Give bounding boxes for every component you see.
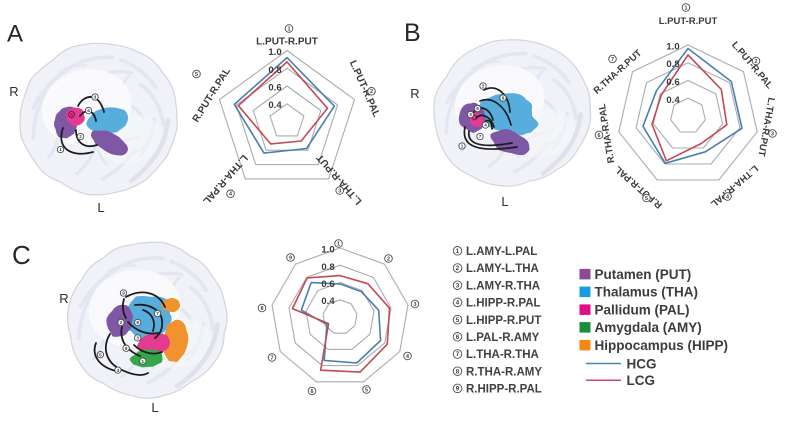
svg-text:R: R <box>59 291 68 306</box>
svg-text:3: 3 <box>771 131 774 137</box>
svg-text:1: 1 <box>685 5 688 11</box>
svg-text:7: 7 <box>271 355 274 361</box>
svg-text:8: 8 <box>261 306 264 312</box>
svg-text:0.8: 0.8 <box>321 262 334 273</box>
svg-text:5: 5 <box>195 72 198 78</box>
svg-text:L.AMY-L.PAL: L.AMY-L.PAL <box>466 246 537 258</box>
svg-text:5: 5 <box>70 112 73 117</box>
svg-text:Hippocampus (HIPP): Hippocampus (HIPP) <box>595 338 729 353</box>
svg-text:1: 1 <box>337 241 340 247</box>
svg-text:L: L <box>97 200 104 215</box>
svg-text:L: L <box>151 400 158 415</box>
svg-text:R.HIPP-R.PAL: R.HIPP-R.PAL <box>466 384 542 396</box>
svg-text:4: 4 <box>87 108 90 113</box>
svg-text:Amygdala (AMY): Amygdala (AMY) <box>595 320 702 335</box>
svg-text:0.4: 0.4 <box>268 100 282 111</box>
svg-text:0.4: 0.4 <box>666 95 680 106</box>
svg-text:3: 3 <box>136 336 139 341</box>
svg-text:4: 4 <box>229 192 232 198</box>
svg-text:3: 3 <box>469 112 472 117</box>
svg-text:2: 2 <box>456 265 460 272</box>
svg-text:5: 5 <box>99 352 102 357</box>
svg-text:R: R <box>9 84 18 99</box>
svg-text:4: 4 <box>117 368 120 373</box>
svg-text:4: 4 <box>406 354 409 360</box>
svg-text:HCG: HCG <box>627 356 657 371</box>
svg-text:5: 5 <box>456 317 460 324</box>
svg-text:L.HIPP-R.PAL: L.HIPP-R.PAL <box>466 298 541 310</box>
svg-text:Putamen (PUT): Putamen (PUT) <box>595 267 692 282</box>
svg-text:5: 5 <box>365 387 368 393</box>
svg-text:9: 9 <box>122 291 125 296</box>
svg-text:0.8: 0.8 <box>268 65 281 76</box>
svg-text:2: 2 <box>387 256 390 262</box>
svg-text:3: 3 <box>338 188 341 194</box>
svg-text:1: 1 <box>59 147 62 152</box>
svg-text:6: 6 <box>125 346 128 351</box>
svg-text:0.6: 0.6 <box>666 77 679 88</box>
svg-text:1.0: 1.0 <box>321 245 334 256</box>
svg-text:4: 4 <box>456 300 460 307</box>
svg-text:L.THA-R.THA: L.THA-R.THA <box>466 349 539 361</box>
svg-text:7: 7 <box>156 311 159 316</box>
svg-text:8: 8 <box>456 368 460 375</box>
svg-text:L.PUT-R.PUT: L.PUT-R.PUT <box>659 16 718 27</box>
svg-text:2: 2 <box>120 320 123 325</box>
svg-text:L.PUT-R.PUT: L.PUT-R.PUT <box>256 37 318 48</box>
svg-text:7: 7 <box>611 57 614 63</box>
svg-text:L.AMY-L.THA: L.AMY-L.THA <box>466 263 539 275</box>
svg-text:1.0: 1.0 <box>666 42 679 53</box>
svg-text:R.THA-R.AMY: R.THA-R.AMY <box>466 366 542 378</box>
svg-text:8: 8 <box>136 320 139 325</box>
svg-text:4: 4 <box>484 123 487 128</box>
svg-text:5: 5 <box>476 106 479 111</box>
svg-text:6: 6 <box>456 334 460 341</box>
svg-text:LCG: LCG <box>627 373 656 388</box>
svg-text:L.AMY-R.THA: L.AMY-R.THA <box>466 280 540 292</box>
svg-text:1: 1 <box>288 26 291 32</box>
svg-text:5: 5 <box>645 196 648 202</box>
svg-text:0.4: 0.4 <box>321 296 335 307</box>
svg-text:6: 6 <box>598 133 601 139</box>
svg-text:1.0: 1.0 <box>268 47 281 58</box>
svg-text:C: C <box>12 240 31 270</box>
svg-text:L: L <box>501 194 508 209</box>
svg-text:R: R <box>410 86 419 101</box>
svg-text:1: 1 <box>142 359 145 364</box>
svg-text:9: 9 <box>289 255 292 261</box>
svg-text:1: 1 <box>456 248 460 255</box>
svg-text:L.PAL-R.AMY: L.PAL-R.AMY <box>466 332 540 344</box>
svg-text:L.HIPP-R.PUT: L.HIPP-R.PUT <box>466 315 541 327</box>
svg-text:2: 2 <box>755 59 758 65</box>
svg-text:0.6: 0.6 <box>268 83 281 94</box>
svg-text:B: B <box>404 19 421 47</box>
svg-text:1: 1 <box>461 144 464 149</box>
svg-text:Pallidum (PAL): Pallidum (PAL) <box>595 302 690 317</box>
svg-text:7: 7 <box>479 134 482 139</box>
svg-text:9: 9 <box>456 386 460 393</box>
svg-text:Thalamus (THA): Thalamus (THA) <box>595 285 699 300</box>
svg-text:7: 7 <box>456 351 460 358</box>
svg-text:4: 4 <box>726 194 729 200</box>
svg-text:6: 6 <box>502 96 505 101</box>
svg-text:3: 3 <box>94 95 97 100</box>
svg-text:2: 2 <box>370 89 373 95</box>
svg-text:3: 3 <box>456 282 460 289</box>
svg-text:A: A <box>7 21 23 48</box>
svg-text:6: 6 <box>311 389 314 395</box>
svg-text:3: 3 <box>414 302 417 308</box>
svg-text:2: 2 <box>482 84 485 89</box>
svg-text:0.6: 0.6 <box>321 279 334 290</box>
svg-text:2: 2 <box>79 134 82 139</box>
svg-text:0.8: 0.8 <box>666 59 679 70</box>
